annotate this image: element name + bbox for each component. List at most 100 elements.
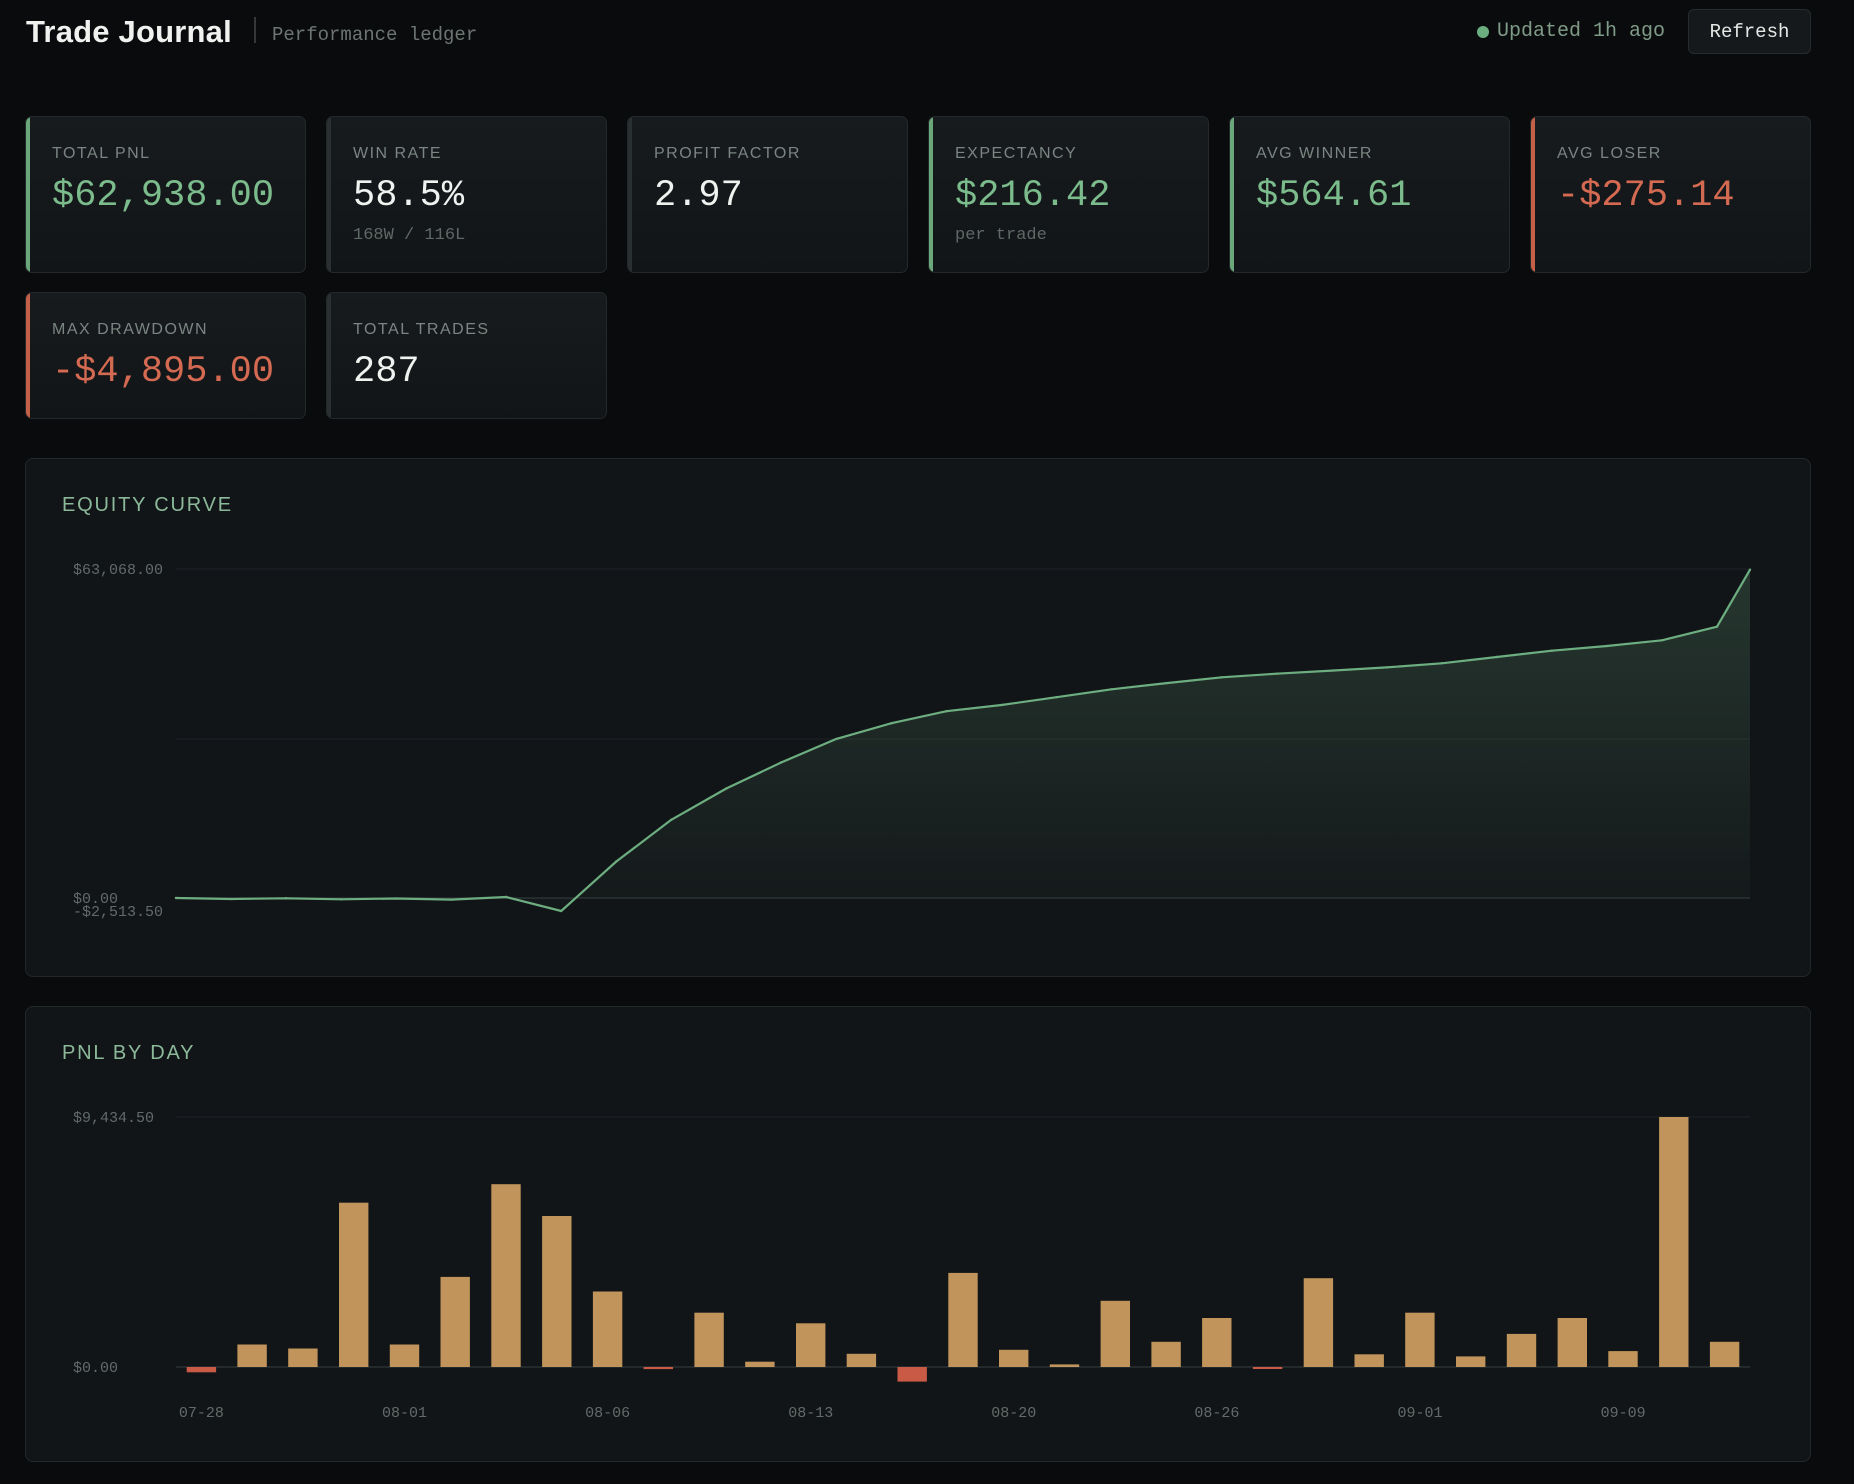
equity-point bbox=[945, 710, 948, 713]
kpi-label: PROFIT FACTOR bbox=[654, 145, 801, 162]
y-axis-max-label: $9,434.50 bbox=[73, 1110, 154, 1127]
kpi-value: 287 bbox=[353, 351, 420, 393]
kpi-sub: per trade bbox=[955, 226, 1047, 245]
pnl-bar bbox=[1354, 1354, 1384, 1367]
x-axis-label: 07-28 bbox=[179, 1405, 224, 1422]
kpi-value: -$275.14 bbox=[1557, 175, 1735, 217]
kpi-value: $216.42 bbox=[955, 175, 1111, 217]
equity-point bbox=[1000, 703, 1003, 707]
kpi-value: $564.61 bbox=[1256, 175, 1412, 217]
header: Trade Journal Performance ledger Updated… bbox=[26, 0, 1811, 66]
kpi-accent bbox=[327, 293, 331, 418]
app-subtitle: Performance ledger bbox=[272, 24, 478, 46]
pnl-bar bbox=[1202, 1318, 1232, 1367]
pnl-bar bbox=[1151, 1341, 1181, 1367]
equity-point bbox=[1550, 649, 1554, 652]
kpi-card-total-pnl: TOTAL PNL $62,938.00 bbox=[25, 116, 306, 273]
equity-point bbox=[1330, 669, 1333, 672]
kpi-label: TOTAL TRADES bbox=[353, 321, 490, 338]
equity-point bbox=[174, 896, 178, 900]
x-axis-labels: 07-28 08-01 08-06 08-13 08-20 08-26 09-01 09-09 bbox=[179, 1405, 1646, 1422]
equity-point bbox=[780, 761, 783, 764]
kpi-label: TOTAL PNL bbox=[52, 145, 151, 162]
equity-point bbox=[284, 897, 288, 900]
x-axis-label: 09-01 bbox=[1397, 1405, 1442, 1422]
kpi-value: 2.97 bbox=[654, 175, 743, 217]
pnl-bar bbox=[1659, 1117, 1689, 1367]
pnl-bar bbox=[491, 1184, 521, 1367]
equity-point bbox=[394, 897, 398, 900]
kpi-accent bbox=[26, 117, 30, 272]
kpi-value: 58.5% bbox=[353, 175, 465, 217]
equity-point bbox=[1748, 568, 1752, 571]
y-axis-max-label: $63,068.00 bbox=[73, 562, 163, 579]
equity-point bbox=[1385, 666, 1388, 669]
equity-point bbox=[1165, 681, 1168, 685]
x-axis-label: 08-20 bbox=[991, 1405, 1036, 1422]
pnl-bar bbox=[1405, 1312, 1435, 1367]
kpi-accent bbox=[929, 117, 933, 272]
pnl-bar bbox=[1100, 1300, 1130, 1367]
equity-point bbox=[615, 860, 618, 863]
pnl-bar bbox=[1608, 1351, 1638, 1367]
equity-point bbox=[1275, 672, 1278, 675]
equity-line bbox=[175, 569, 1751, 913]
pnl-bar bbox=[389, 1344, 420, 1367]
kpi-accent bbox=[1531, 117, 1535, 272]
pnl-bar bbox=[440, 1276, 470, 1367]
equity-point bbox=[1220, 676, 1223, 679]
pnl-bar bbox=[999, 1349, 1029, 1367]
equity-point bbox=[890, 722, 893, 725]
pnl-by-day-panel: PNL BY DAY $9,434.50 $0.00 07-28 08-01 08-… bbox=[25, 1006, 1811, 1462]
equity-point bbox=[1605, 644, 1609, 648]
pnl-bars bbox=[186, 1117, 1740, 1382]
pnl-bar bbox=[897, 1367, 927, 1382]
kpi-card-avg-loser: AVG LOSER -$275.14 bbox=[1530, 116, 1811, 273]
pnl-bar bbox=[948, 1272, 978, 1367]
pnl-bar bbox=[237, 1344, 267, 1367]
kpi-card-profit-factor: PROFIT FACTOR 2.97 bbox=[627, 116, 908, 273]
pnl-bar bbox=[288, 1348, 318, 1367]
equity-point bbox=[560, 909, 563, 913]
equity-point bbox=[229, 897, 233, 901]
pnl-bar bbox=[1252, 1367, 1283, 1369]
refresh-button[interactable]: Refresh bbox=[1688, 9, 1811, 54]
kpi-card-avg-winner: AVG WINNER $564.61 bbox=[1229, 116, 1510, 273]
pnl-by-day-title: PNL BY DAY bbox=[62, 1042, 196, 1064]
pnl-bar bbox=[1456, 1356, 1486, 1367]
equity-point bbox=[835, 737, 838, 741]
y-axis-min-label: -$2,513.50 bbox=[73, 904, 163, 921]
equity-curve-panel: EQUITY CURVE $63,068.00 $0.00 -$2,513.50 bbox=[25, 458, 1811, 977]
pnl-bar bbox=[1049, 1364, 1080, 1367]
title-divider bbox=[254, 17, 256, 43]
pnl-bar bbox=[592, 1291, 623, 1367]
equity-curve-title: EQUITY CURVE bbox=[62, 494, 233, 516]
pnl-bar bbox=[1303, 1278, 1334, 1367]
equity-point bbox=[1495, 655, 1499, 659]
kpi-accent bbox=[1230, 117, 1234, 272]
pnl-bar bbox=[1709, 1341, 1740, 1367]
x-axis-label: 08-26 bbox=[1194, 1405, 1239, 1422]
pnl-bar bbox=[186, 1367, 217, 1373]
equity-point bbox=[1110, 688, 1113, 691]
equity-point bbox=[339, 898, 343, 901]
equity-area bbox=[176, 569, 1750, 911]
kpi-card-win-rate: WIN RATE 58.5% 168W / 116L bbox=[326, 116, 607, 273]
equity-point bbox=[1055, 695, 1058, 699]
pnl-bar bbox=[339, 1202, 369, 1367]
status-dot-icon bbox=[1476, 25, 1489, 38]
y-axis-zero-label: $0.00 bbox=[73, 1360, 118, 1377]
pnl-bar bbox=[643, 1367, 673, 1370]
app-title: Trade Journal bbox=[26, 14, 232, 49]
equity-point bbox=[725, 787, 728, 790]
pnl-bar bbox=[694, 1312, 724, 1367]
x-axis-label: 08-06 bbox=[585, 1405, 630, 1422]
kpi-accent bbox=[26, 293, 30, 418]
equity-curve-chart: $63,068.00 $0.00 -$2,513.50 bbox=[73, 562, 1752, 921]
equity-point bbox=[449, 898, 453, 901]
kpi-label: WIN RATE bbox=[353, 145, 443, 162]
kpi-value: $62,938.00 bbox=[52, 175, 275, 217]
update-status: Updated 1h ago bbox=[1476, 20, 1665, 43]
pnl-bar bbox=[745, 1361, 775, 1367]
pnl-bar bbox=[1506, 1333, 1537, 1367]
